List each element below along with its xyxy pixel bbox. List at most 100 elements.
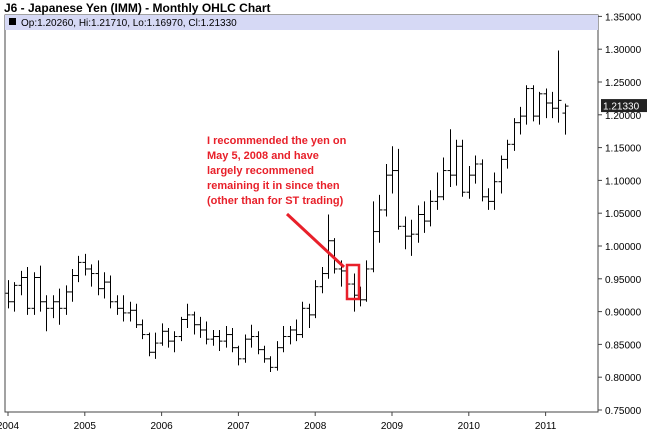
ohlc-bar [459,139,466,197]
ohlc-bar [191,311,198,335]
info-bar [5,15,598,30]
ohlc-bar [562,103,569,135]
ohlc-bar [267,356,274,372]
ohlc-bar [447,129,454,187]
y-tick-label: 0.90000 [605,308,642,319]
annotation-highlight-box [345,263,361,301]
last-value-text: 1.21330 [603,102,640,113]
ohlc-bar [306,303,313,328]
ohlc-info-text: Op:1.20260, Hi:1.21710, Lo:1.16970, Cl:1… [21,18,237,29]
ohlc-bar [133,303,140,328]
ohlc-bar [389,146,396,194]
y-tick-label: 1.20000 [605,111,642,122]
y-tick-label: 1.25000 [605,78,642,89]
series-marker-icon [9,18,16,25]
ohlc-bar [210,329,217,346]
y-tick-label: 1.05000 [605,209,642,220]
ohlc-bar [223,326,230,348]
y-tick-label: 0.75000 [605,406,642,417]
ohlc-bar [127,301,134,322]
y-tick-label: 0.85000 [605,340,642,351]
ohlc-bar [395,148,402,230]
ohlc-bar [235,345,242,366]
ohlc-bar [421,201,428,233]
ohlc-bar [11,282,18,312]
x-tick-label: 2011 [535,421,557,432]
ohlc-bar [18,270,25,296]
annotation-line: largely recommened [207,165,314,177]
ohlc-bar [274,341,281,371]
ohlc-bar [485,188,492,210]
annotation: I recommended the yen on May 5, 2008 and … [207,135,361,301]
ohlc-bar [523,85,530,125]
ohlc-bar [255,331,262,355]
y-tick-label: 0.80000 [605,373,642,384]
ohlc-bar [69,268,76,302]
x-tick-label: 2007 [227,421,250,432]
ohlc-bar [440,157,447,201]
x-tick-label: 2005 [74,421,97,432]
ohlc-bar [114,295,121,315]
ohlc-bar [498,155,505,194]
ohlc-bar [293,319,300,342]
ohlc-bar [248,324,255,348]
ohlc-bar [549,91,556,119]
ohlc-bar [491,172,498,210]
ohlc-bar [216,329,223,351]
ohlc-bar [101,272,108,299]
ohlc-bar [165,328,172,348]
x-tick-label: 2008 [304,421,327,432]
ohlc-bar [363,260,370,302]
x-tick-label: 2006 [150,421,173,432]
ohlc-bar [229,328,236,353]
y-tick-label: 1.15000 [605,144,642,155]
ohlc-bar [331,238,338,274]
x-tick-label: 2009 [381,421,404,432]
ohlc-bar [453,139,460,186]
ohlc-bar [203,321,210,345]
ohlc-bar [517,106,524,135]
ohlc-bar [107,275,114,309]
ohlc-bar [543,88,550,119]
last-value-label: 1.21330 [601,99,647,113]
ohlc-bar [555,50,562,123]
ohlc-bar [383,164,390,217]
ohlc-bar [43,295,50,332]
ohlc-bar [434,172,441,210]
ohlc-bar [370,201,377,273]
ohlc-series [5,50,569,372]
ohlc-bar [479,159,486,202]
ohlc-bar [5,280,12,309]
ohlc-bar [75,255,82,283]
ohlc-bar [50,295,57,319]
ohlc-bar [197,316,204,338]
ohlc-bar [24,266,31,315]
ohlc-bar [37,265,44,312]
annotation-text: I recommended the yen on May 5, 2008 and … [207,135,347,207]
ohlc-bar [159,323,166,346]
ohlc-bar [466,165,473,199]
y-tick-label: 1.10000 [605,176,642,187]
x-tick-label: 2004 [0,421,20,432]
ohlc-bar [351,273,358,312]
plot-frame [4,14,599,413]
annotation-line: May 5, 2008 and have [207,150,319,162]
ohlc-bar [530,85,537,122]
ohlc-bar [152,332,159,359]
y-tick-label: 1.35000 [605,12,642,23]
ohlc-bar [56,288,63,325]
ohlc-bar [287,326,294,345]
annotation-arrow [285,212,346,269]
x-tick-label: 2010 [458,421,481,432]
ohlc-bar [261,345,268,363]
x-axis: 2004 2005 2006 2007 2008 2009 2010 2011 [0,412,557,432]
ohlc-bar [31,272,38,315]
y-tick-label: 1.30000 [605,45,642,56]
ohlc-bar [88,264,95,287]
chart-title: J6 - Japanese Yen (IMM) - Monthly OHLC C… [4,1,270,15]
annotation-line: remaining it in since then [207,180,340,192]
ohlc-bar [408,219,415,256]
ohlc-bar [536,91,543,125]
ohlc-bar [312,280,319,319]
ohlc-bar [319,266,326,294]
